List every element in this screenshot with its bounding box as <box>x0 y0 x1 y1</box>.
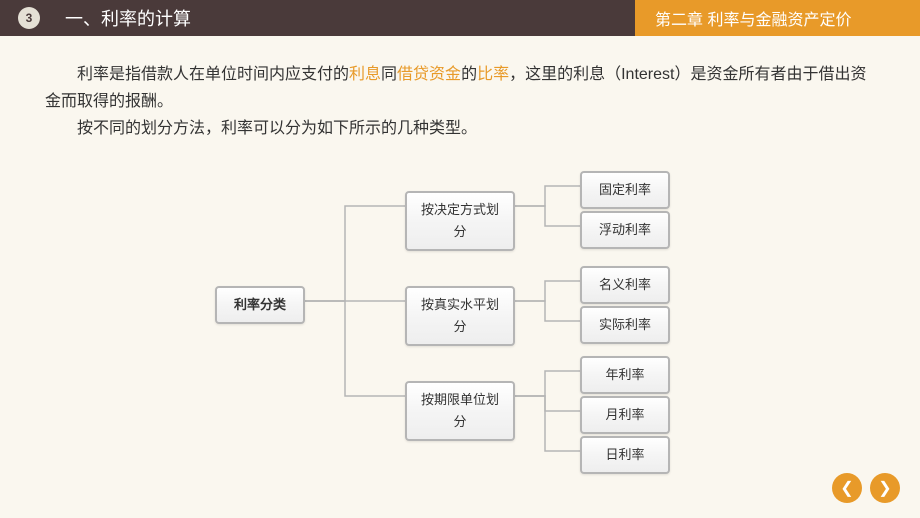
tree-leaf: 浮动利率 <box>580 211 670 249</box>
tree-leaf: 固定利率 <box>580 171 670 209</box>
tree-leaf: 日利率 <box>580 436 670 474</box>
text-run: 同 <box>381 66 397 83</box>
next-button[interactable]: ❯ <box>870 473 900 503</box>
highlight-text: 比率 <box>477 66 509 83</box>
text-run: 的 <box>461 66 477 83</box>
nav-buttons: ❮ ❯ <box>832 473 900 503</box>
slide-header: 3 一、利率的计算 第二章 利率与金融资产定价 <box>0 0 920 36</box>
tree-branch: 按期限单位划分 <box>405 381 515 441</box>
tree-branch: 按决定方式划分 <box>405 191 515 251</box>
highlight-text: 利息 <box>349 66 381 83</box>
page-number: 3 <box>18 7 40 29</box>
tree-diagram: 利率分类 按决定方式划分 按真实水平划分 按期限单位划分 固定利率 浮动利率 名… <box>185 161 735 451</box>
section-title: 一、利率的计算 <box>55 0 635 36</box>
text-run: 利率是指借款人在单位时间内应支付的 <box>77 66 349 83</box>
prev-button[interactable]: ❮ <box>832 473 862 503</box>
paragraph-2: 按不同的划分方法，利率可以分为如下所示的几种类型。 <box>45 115 875 142</box>
highlight-text: 借贷资金 <box>397 66 461 83</box>
tree-leaf: 月利率 <box>580 396 670 434</box>
tree-leaf: 实际利率 <box>580 306 670 344</box>
tree-branch: 按真实水平划分 <box>405 286 515 346</box>
chapter-title: 第二章 利率与金融资产定价 <box>635 0 920 36</box>
tree-leaf: 名义利率 <box>580 266 670 304</box>
tree-root: 利率分类 <box>215 286 305 324</box>
tree-leaf: 年利率 <box>580 356 670 394</box>
paragraph-1: 利率是指借款人在单位时间内应支付的利息同借贷资金的比率，这里的利息（Intere… <box>45 61 875 115</box>
content-area: 利率是指借款人在单位时间内应支付的利息同借贷资金的比率，这里的利息（Intere… <box>0 36 920 451</box>
page-number-wrapper: 3 <box>0 0 55 36</box>
